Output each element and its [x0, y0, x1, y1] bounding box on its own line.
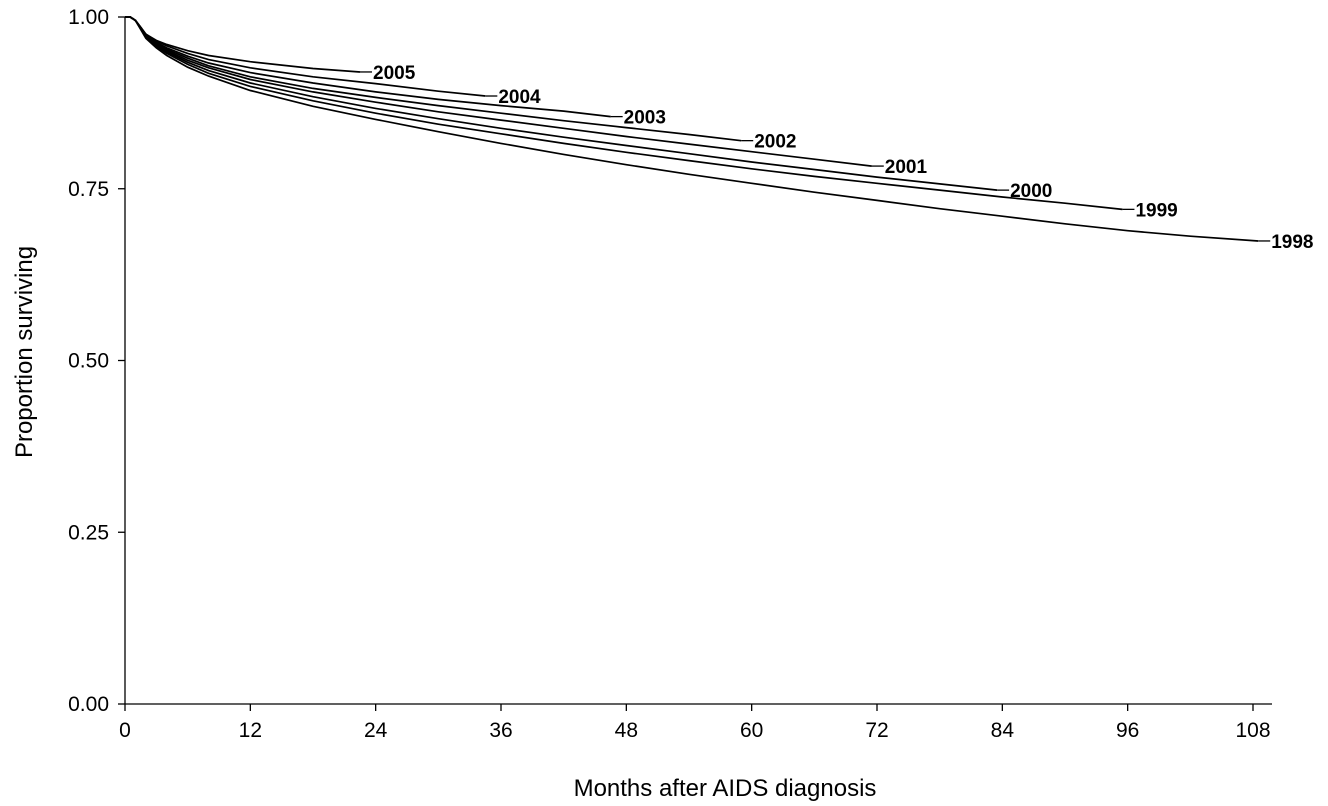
- series-label-2003: 2003: [624, 108, 666, 129]
- y-tick-label: 0.75: [68, 178, 109, 201]
- series-line-2000: [125, 16, 998, 191]
- x-axis-ticks: 0 12 24 36 48 60 72 84 96 108: [119, 704, 1271, 742]
- y-axis-ticks: 0.00 0.25 0.50 0.75 1.00: [68, 6, 125, 716]
- x-tick-label: 48: [615, 719, 638, 742]
- y-tick-label: 1.00: [68, 6, 109, 29]
- axes: 0 12 24 36 48 60 72 84 96 108 0.00 0.25 0.50 0.75 1.0…: [68, 6, 1272, 742]
- series-labels: 2005 2004 2003 2002 2001 2000 1999 1998: [360, 63, 1314, 253]
- series-label-2004: 2004: [498, 87, 541, 108]
- series-label-2001: 2001: [885, 157, 928, 178]
- series-label-2005: 2005: [373, 63, 416, 84]
- x-tick-label: 0: [119, 719, 131, 742]
- y-tick-label: 0.50: [68, 350, 109, 373]
- series-label-1999: 1999: [1135, 200, 1177, 221]
- x-tick-label: 24: [364, 719, 388, 742]
- y-tick-label: 0.00: [68, 693, 109, 716]
- series-lines: [125, 16, 1259, 242]
- x-tick-label: 108: [1235, 719, 1270, 742]
- series-label-2002: 2002: [754, 132, 796, 153]
- y-axis-title: Proportion surviving: [11, 246, 38, 458]
- x-tick-label: 12: [239, 719, 262, 742]
- x-tick-label: 36: [489, 719, 512, 742]
- series-label-1998: 1998: [1271, 232, 1313, 253]
- x-tick-label: 84: [991, 719, 1015, 742]
- x-tick-label: 96: [1116, 719, 1139, 742]
- series-label-2000: 2000: [1010, 181, 1052, 202]
- y-tick-label: 0.25: [68, 521, 109, 544]
- series-line-1998: [125, 16, 1259, 242]
- x-tick-label: 72: [865, 719, 888, 742]
- x-axis-title: Months after AIDS diagnosis: [574, 775, 877, 802]
- x-tick-label: 60: [740, 719, 763, 742]
